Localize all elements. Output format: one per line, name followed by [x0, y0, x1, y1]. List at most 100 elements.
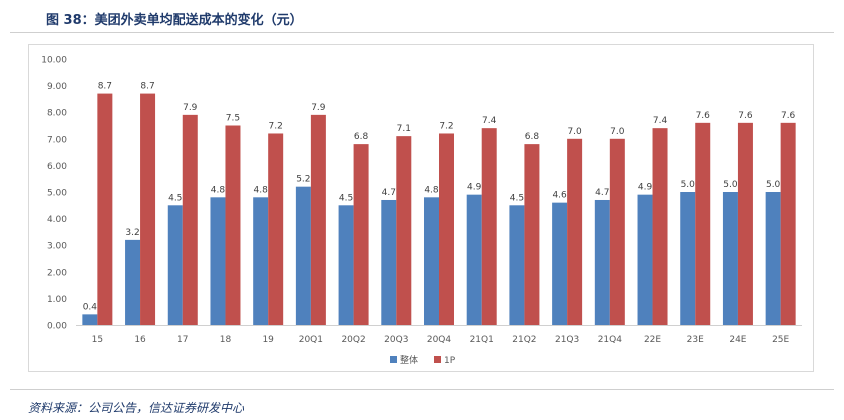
bar-1p — [310, 114, 326, 325]
bar-overall — [722, 192, 738, 325]
x-tick-label: 21Q3 — [555, 335, 579, 345]
bar-overall — [594, 199, 610, 325]
bar-1p — [737, 122, 753, 325]
bar-1p — [481, 128, 497, 325]
data-label: 4.5 — [168, 193, 182, 203]
bar-1p — [140, 93, 156, 325]
bar-overall — [125, 239, 141, 325]
data-label: 4.7 — [382, 188, 396, 198]
data-label: 7.0 — [610, 127, 625, 137]
data-label: 4.5 — [339, 193, 353, 203]
data-label: 7.9 — [311, 103, 326, 113]
data-label: 7.6 — [781, 111, 796, 121]
data-label: 7.6 — [738, 111, 753, 121]
bar-1p — [353, 144, 369, 325]
x-tick-label: 20Q4 — [427, 335, 452, 345]
y-tick-label: 6.00 — [47, 162, 67, 172]
data-label: 6.8 — [354, 132, 369, 142]
bar-overall — [637, 194, 653, 325]
data-label: 8.7 — [98, 82, 112, 92]
legend-swatch-overall — [390, 356, 397, 363]
data-label: 5.0 — [723, 180, 738, 190]
data-label: 4.8 — [424, 185, 439, 195]
y-tick-label: 10.00 — [41, 56, 67, 66]
bar-1p — [652, 128, 668, 325]
y-tick-label: 2.00 — [47, 268, 67, 278]
y-tick-label: 3.00 — [47, 242, 67, 252]
bar-1p — [609, 138, 625, 325]
bar-overall — [295, 186, 311, 325]
y-tick-label: 8.00 — [47, 109, 67, 119]
bar-overall — [338, 205, 354, 325]
bar-1p — [780, 122, 796, 325]
data-label: 4.6 — [552, 191, 567, 201]
x-tick-label: 21Q1 — [470, 335, 494, 345]
data-label: 5.0 — [766, 180, 781, 190]
data-label: 4.9 — [467, 183, 482, 193]
source-note: 资料来源：公司公告，信达证券研发中心 — [28, 401, 245, 415]
bar-overall — [680, 192, 696, 325]
data-label: 4.9 — [638, 183, 653, 193]
x-tick-label: 25E — [772, 335, 789, 345]
data-label: 7.1 — [397, 124, 411, 134]
bar-1p — [439, 133, 454, 325]
x-tick-label: 17 — [177, 335, 188, 345]
figure-title: 图 38：美团外卖单均配送成本的变化（元） — [46, 13, 303, 28]
x-tick-label: 19 — [262, 335, 274, 345]
bar-1p — [524, 144, 540, 325]
x-tick-label: 20Q2 — [341, 335, 365, 345]
x-tick-label: 22E — [644, 335, 661, 345]
bar-overall — [82, 314, 98, 325]
x-tick-label: 18 — [220, 335, 232, 345]
x-tick-label: 24E — [729, 335, 746, 345]
x-tick-label: 16 — [134, 335, 146, 345]
y-tick-label: 5.00 — [47, 189, 67, 199]
y-tick-label: 0.00 — [47, 322, 67, 332]
bar-overall — [424, 197, 439, 325]
bar-1p — [695, 122, 711, 325]
data-label: 4.8 — [254, 185, 269, 195]
data-label: 7.4 — [653, 116, 668, 126]
y-tick-label: 4.00 — [47, 215, 67, 225]
bar-overall — [765, 192, 781, 325]
bar-overall — [509, 205, 525, 325]
data-label: 7.9 — [183, 103, 198, 113]
x-tick-label: 20Q3 — [384, 335, 408, 345]
data-label: 7.4 — [482, 116, 497, 126]
bar-1p — [182, 114, 198, 325]
bar-overall — [381, 199, 397, 325]
bar-1p — [97, 93, 113, 325]
data-label: 7.2 — [269, 121, 283, 131]
bar-1p — [268, 133, 284, 325]
y-tick-label: 9.00 — [47, 82, 67, 92]
data-label: 5.0 — [681, 180, 696, 190]
bar-overall — [552, 202, 568, 325]
x-tick-label: 15 — [92, 335, 103, 345]
bar-1p — [225, 125, 241, 325]
bar-overall — [466, 194, 482, 325]
legend-swatch-1p — [434, 356, 441, 363]
data-label: 7.6 — [696, 111, 711, 121]
top-divider — [10, 32, 834, 33]
bar-overall — [253, 197, 269, 325]
data-label: 7.0 — [567, 127, 582, 137]
x-tick-label: 23E — [687, 335, 704, 345]
bar-1p — [567, 138, 583, 325]
x-tick-label: 21Q4 — [598, 335, 623, 345]
data-label: 3.2 — [125, 228, 139, 238]
data-label: 6.8 — [525, 132, 540, 142]
data-label: 8.7 — [140, 82, 154, 92]
y-tick-label: 7.00 — [47, 135, 67, 145]
chart-frame — [28, 44, 814, 372]
legend-label: 整体 — [400, 354, 418, 366]
data-label: 7.2 — [439, 121, 453, 131]
x-tick-label: 21Q2 — [512, 335, 536, 345]
data-label: 4.8 — [211, 185, 226, 195]
bar-1p — [396, 136, 412, 325]
data-label: 4.5 — [510, 193, 524, 203]
data-label: 4.7 — [595, 188, 609, 198]
bottom-divider — [10, 389, 834, 390]
data-label: 5.2 — [296, 175, 310, 185]
bar-overall — [210, 197, 226, 325]
